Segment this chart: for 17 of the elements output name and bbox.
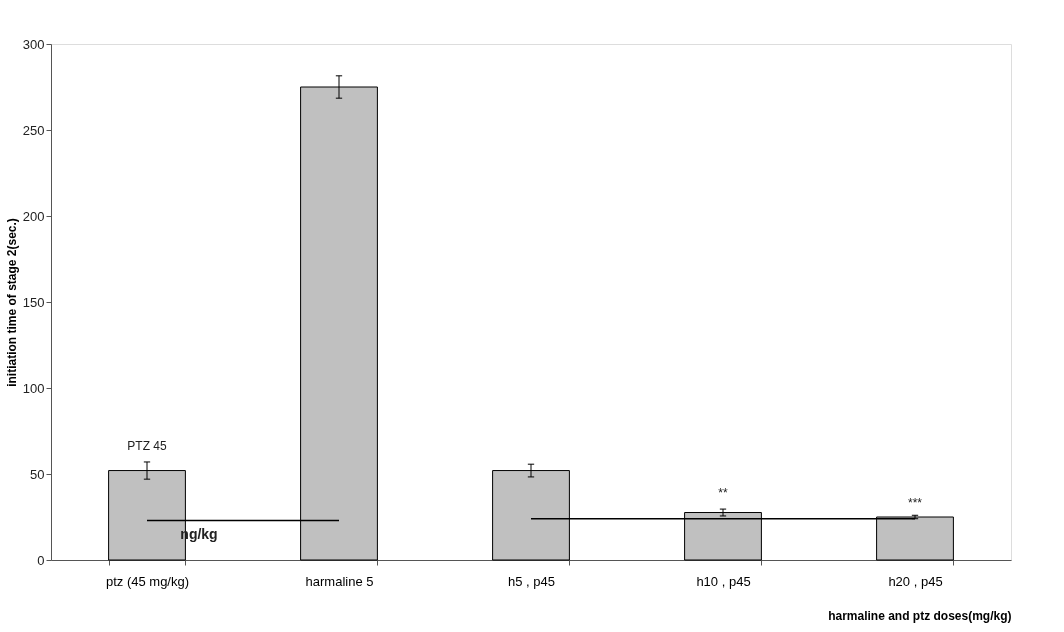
y-tick-label: 250 [22,122,45,138]
x-tick-label: harmaline 5 [305,573,374,589]
annotation: *** [907,496,923,510]
y-tick-label: 300 [22,36,45,52]
x-tick-label: h5 , p45 [508,573,555,589]
annotation: PTZ 45 [127,439,167,453]
y-tick-label: 150 [22,294,45,310]
x-tick-label: h10 , p45 [696,573,751,589]
x-tick-label: ptz (45 mg/kg) [105,573,190,589]
y-tick-label: 50 [30,466,45,482]
annotation: ** [718,486,728,500]
y-axis-title: initiation time of stage 2(sec.) [4,218,19,387]
y-tick-label: 100 [22,380,45,396]
x-axis-title: harmaline and ptz doses(mg/kg) [828,608,1012,623]
y-tick-label: 0 [37,552,45,568]
x-tick-label: h20 , p45 [888,573,943,589]
y-tick-label: 200 [22,208,45,224]
